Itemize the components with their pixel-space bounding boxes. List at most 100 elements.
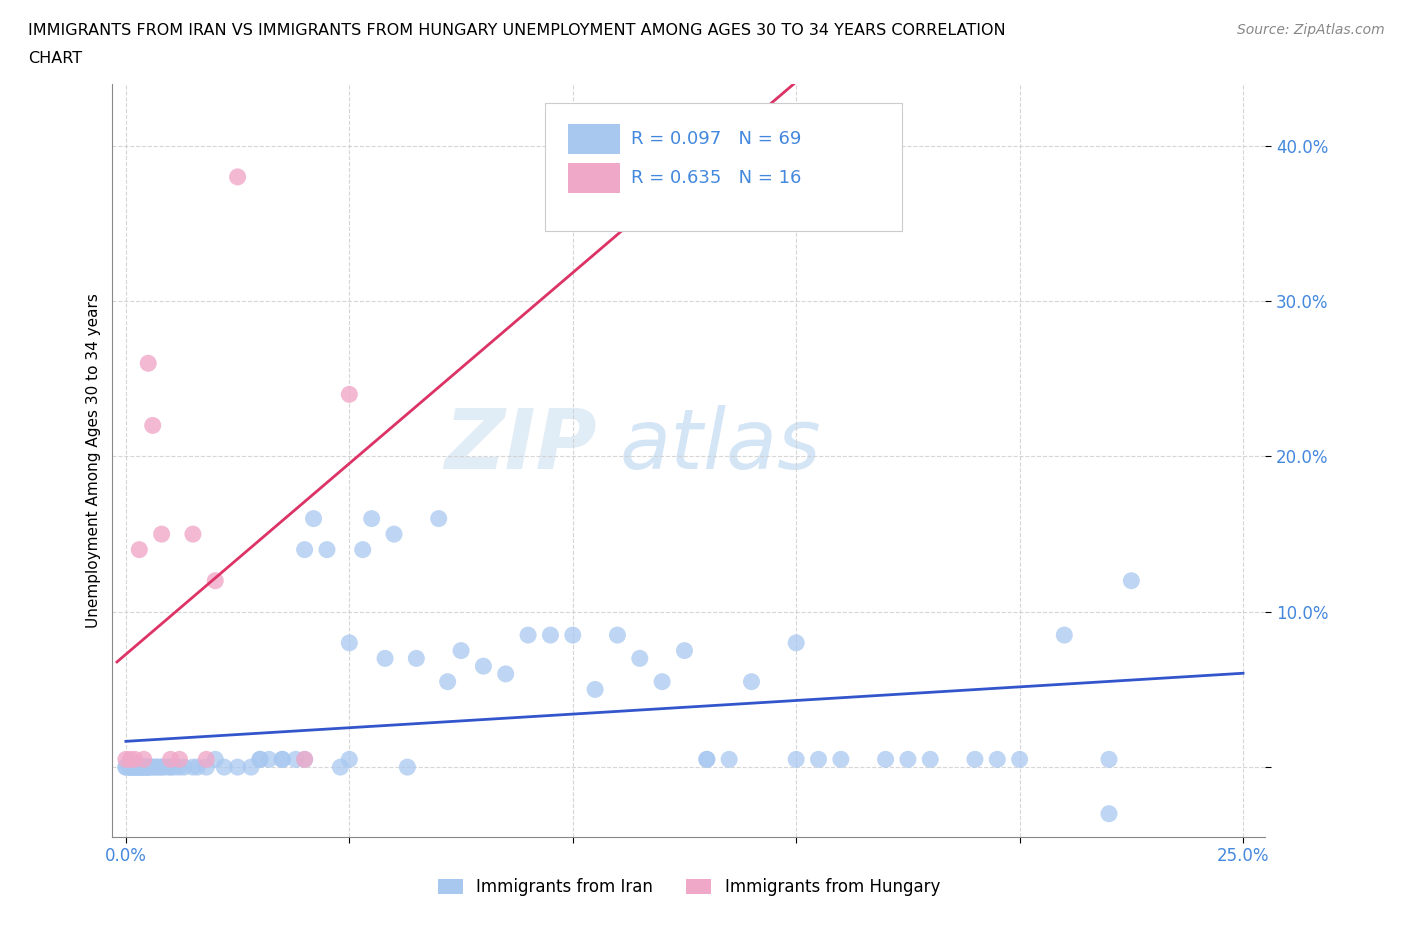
Point [696, 751, 718, 766]
Point [159, 751, 181, 766]
Point [284, 751, 307, 766]
Point [382, 526, 405, 541]
Point [128, 760, 150, 775]
Point [115, 751, 138, 766]
Point [124, 760, 146, 775]
Point [159, 760, 181, 775]
Point [329, 760, 352, 775]
Point [517, 628, 540, 643]
Point [405, 651, 427, 666]
Point [204, 751, 226, 766]
Point [352, 542, 374, 557]
Point [360, 512, 382, 526]
Point [150, 526, 173, 541]
Point [120, 760, 142, 775]
Point [195, 760, 218, 775]
Point [150, 760, 173, 775]
Point [115, 760, 138, 775]
Point [696, 751, 718, 766]
Point [115, 760, 138, 775]
Point [294, 542, 316, 557]
Point [146, 760, 169, 775]
Text: atlas: atlas [620, 405, 821, 485]
Point [136, 760, 159, 775]
Point [146, 760, 169, 775]
Text: ZIP: ZIP [444, 405, 596, 485]
Y-axis label: Unemployment Among Ages 30 to 34 years: Unemployment Among Ages 30 to 34 years [86, 293, 101, 628]
Point [181, 760, 204, 775]
Point [128, 760, 150, 775]
Point [169, 760, 191, 775]
Point [136, 356, 159, 371]
Point [337, 751, 360, 766]
Point [294, 751, 316, 766]
Point [159, 760, 181, 775]
Point [302, 512, 325, 526]
Point [142, 418, 165, 432]
Point [226, 760, 249, 775]
Point [249, 751, 271, 766]
Point [132, 760, 155, 775]
Point [651, 674, 673, 689]
FancyBboxPatch shape [568, 163, 620, 193]
Point [830, 751, 852, 766]
Text: R = 0.097   N = 69: R = 0.097 N = 69 [631, 129, 801, 148]
Point [249, 751, 271, 766]
Point [337, 635, 360, 650]
Point [120, 760, 142, 775]
Point [132, 751, 155, 766]
Point [226, 169, 249, 184]
Point [155, 760, 177, 775]
Point [142, 760, 165, 775]
Point [120, 751, 142, 766]
Point [1008, 751, 1031, 766]
Point [986, 751, 1008, 766]
Point [128, 542, 150, 557]
Point [606, 628, 628, 643]
Point [120, 760, 142, 775]
Point [186, 760, 208, 775]
Point [807, 751, 830, 766]
Point [583, 682, 606, 697]
Point [204, 573, 226, 588]
Point [124, 760, 146, 775]
Point [740, 674, 762, 689]
Point [169, 751, 191, 766]
Point [495, 667, 517, 682]
Point [120, 760, 142, 775]
Text: IMMIGRANTS FROM IRAN VS IMMIGRANTS FROM HUNGARY UNEMPLOYMENT AMONG AGES 30 TO 34: IMMIGRANTS FROM IRAN VS IMMIGRANTS FROM … [28, 23, 1005, 38]
Point [124, 760, 146, 775]
Point [294, 751, 316, 766]
Point [163, 760, 186, 775]
Point [257, 751, 280, 766]
Point [132, 760, 155, 775]
Point [785, 751, 807, 766]
Point [450, 644, 472, 658]
Point [561, 628, 583, 643]
Point [718, 751, 741, 766]
Text: Source: ZipAtlas.com: Source: ZipAtlas.com [1237, 23, 1385, 37]
Point [427, 512, 450, 526]
Point [124, 760, 146, 775]
Point [142, 760, 165, 775]
Point [150, 760, 173, 775]
Point [120, 760, 142, 775]
Point [128, 760, 150, 775]
Point [173, 760, 195, 775]
Point [1098, 806, 1121, 821]
Legend: Immigrants from Iran, Immigrants from Hungary: Immigrants from Iran, Immigrants from Hu… [437, 879, 941, 897]
Point [1121, 573, 1143, 588]
Point [124, 751, 146, 766]
Point [875, 751, 897, 766]
Point [1098, 751, 1121, 766]
Point [897, 751, 920, 766]
Point [136, 760, 159, 775]
Point [628, 651, 651, 666]
Point [212, 760, 235, 775]
Point [181, 526, 204, 541]
FancyBboxPatch shape [568, 124, 620, 153]
Point [132, 760, 155, 775]
Point [271, 751, 294, 766]
Point [374, 651, 396, 666]
Point [136, 760, 159, 775]
